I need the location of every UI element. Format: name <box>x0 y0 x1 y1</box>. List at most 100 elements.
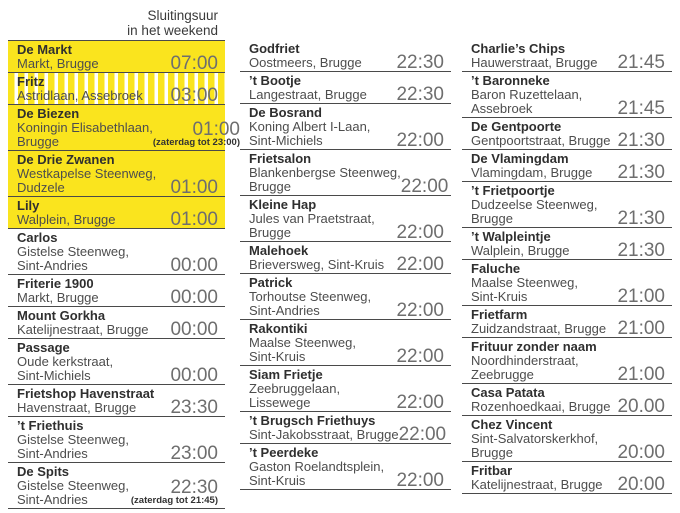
list-item: Faluche Maalse Steenweg, Sint-Kruis 21:00 <box>462 260 672 306</box>
list-item: De Spits Gistelse Steenweg, Sint-Andries … <box>8 463 225 509</box>
shop-address-line: Gistelse Steenweg, <box>17 477 130 493</box>
closing-time: 23:30 <box>170 396 218 418</box>
shop-address: Dudzeelse Steenweg, Brugge <box>471 197 597 226</box>
list-item-right: 22:00 <box>396 299 444 321</box>
closing-time: 22:00 <box>396 391 444 413</box>
saturday-note: (zaterdag tot 23:00) <box>152 136 240 148</box>
list-item-body: Gistelse Steenweg, Sint-Andries 23:00 <box>17 432 218 464</box>
shop-address-line: Brugge <box>471 210 513 226</box>
list-item-right: 22:00 <box>401 177 449 196</box>
shop-address-line: Sint-Michiels <box>17 367 91 383</box>
shop-name: ’t Walpleintje <box>471 228 551 244</box>
list-item-right: 03:00 <box>170 86 218 105</box>
list-item-body: Markt, Brugge 00:00 <box>17 288 218 307</box>
shop-name: ’t Frietpoortje <box>471 182 555 198</box>
closing-time: 01:00 <box>170 208 218 230</box>
shop-name: Rakontiki <box>249 320 308 336</box>
shop-address-line: Maalse Steenweg, <box>471 274 578 290</box>
list-item: Passage Oude kerkstraat, Sint-Michiels 00… <box>8 339 225 385</box>
shop-name: De Vlamingdam <box>471 150 569 166</box>
list-item: ’t Bootje Langestraat, Brugge 22:30 <box>240 72 451 104</box>
list-item: ’t Baronneke Baron Ruzettelaan, Assebroek… <box>462 72 672 118</box>
shop-name: ’t Brugsch Friethuys <box>249 412 376 428</box>
shop-address: Gistelse Steenweg, Sint-Andries <box>17 432 129 461</box>
list-item: De Vlamingdam Vlamingdam, Brugge 21:30 <box>462 150 672 182</box>
list-item-right: 01:00 <box>170 208 218 230</box>
entries-column-1: De Markt Markt, Brugge 07:00 Fritz Astri… <box>8 40 240 509</box>
list-item-right: 20.00 <box>617 395 665 417</box>
list-item-right: 22:00 <box>399 425 447 444</box>
list-item-body: Astridlaan, Assebroek 03:00 <box>17 86 218 105</box>
list-item-right: 00:00 <box>170 288 218 307</box>
shop-address: Koningin Elisabethlaan, Brugge <box>17 120 153 149</box>
shop-address-line: Sint-Kruis <box>471 288 528 304</box>
shop-address-line: Zuidzandstraat, Brugge <box>471 320 607 336</box>
closing-time: 20.00 <box>617 395 665 417</box>
closing-time: 22:00 <box>396 299 444 321</box>
list-item-right: 22:30 (zaterdag tot 21:45) <box>130 476 218 507</box>
list-item-body: Walplein, Brugge 01:00 <box>17 208 218 230</box>
list-item-right: 00:00 <box>170 256 218 275</box>
saturday-note: (zaterdag tot 21:45) <box>130 494 218 506</box>
closing-time: 21:30 <box>617 239 665 261</box>
shop-address-line: Sint-Michiels <box>249 132 323 148</box>
shop-address-line: Dudzele <box>17 179 65 195</box>
shop-address-line: Brugge <box>249 178 291 194</box>
shop-name: ’t Bootje <box>249 72 301 88</box>
column-1: Sluitingsuur in het weekend De Markt Mar… <box>8 0 240 509</box>
list-item-body: Gistelse Steenweg, Sint-Andries 00:00 <box>17 244 218 275</box>
shop-address: Markt, Brugge <box>17 289 99 305</box>
shop-address: Katelijnestraat, Brugge <box>471 477 603 492</box>
shop-address-line: Sint-Andries <box>17 491 88 507</box>
shop-name: De Biezen <box>17 105 80 121</box>
shop-address-line: Jules van Praetstraat, <box>249 210 375 226</box>
shop-address-line: Sint-Kruis <box>249 348 306 364</box>
list-item: Casa Patata Rozenhoedkaai, Brugge 20.00 <box>462 384 672 416</box>
shop-name: Carlos <box>17 229 58 245</box>
shop-address: Brieversweg, Sint-Kruis <box>249 257 384 272</box>
list-item-body: Maalse Steenweg, Sint-Kruis 22:00 <box>249 335 444 366</box>
shop-address-line: Markt, Brugge <box>17 289 99 305</box>
shop-address-line: Markt, Brugge <box>17 55 99 71</box>
shop-name: ’t Friethuis <box>17 417 84 433</box>
shop-address-line: Brugge <box>249 224 291 240</box>
shop-name: Mount Gorkha <box>17 307 106 323</box>
closing-time: 01:00 <box>170 176 218 198</box>
shop-name: Godfriet <box>249 40 300 56</box>
shop-address: Astridlaan, Assebroek <box>17 88 143 103</box>
closing-time: 23:00 <box>170 442 218 464</box>
closing-time: 21:45 <box>617 97 665 119</box>
list-item: Siam Frietje Zeebruggelaan, Lissewege 22:… <box>240 366 451 412</box>
shop-address-line: Sint-Andries <box>249 302 320 318</box>
shop-name: Casa Patata <box>471 384 545 400</box>
shop-address-line: Sint-Andries <box>17 445 88 461</box>
list-item: Carlos Gistelse Steenweg, Sint-Andries 00… <box>8 229 225 275</box>
closing-time: 22:30 <box>170 476 218 498</box>
shop-address-line: Sint-Andries <box>17 257 88 273</box>
list-item-body: Oostmeers, Brugge 22:30 <box>249 53 444 72</box>
shop-name: De Gentpoorte <box>471 118 562 134</box>
list-item: Godfriet Oostmeers, Brugge 22:30 <box>240 40 451 72</box>
list-item-body: Walplein, Brugge 21:30 <box>471 239 665 261</box>
shop-address-line: Lissewege <box>249 394 311 410</box>
shop-address: Gentpoortstraat, Brugge <box>471 133 610 148</box>
closing-time: 22:30 <box>396 83 444 105</box>
list-item-body: Gistelse Steenweg, Sint-Andries 22:30 (za… <box>17 476 218 507</box>
shop-address: Westkapelse Steenweg, Dudzele <box>17 166 156 195</box>
shop-address: Havenstraat, Brugge <box>17 400 136 415</box>
shop-name: Fritbar <box>471 462 513 478</box>
list-item: ’t Frietpoortje Dudzeelse Steenweg, Brugg… <box>462 182 672 228</box>
list-item-right: 22:00 <box>396 391 444 413</box>
list-item-right: 20:00 <box>617 475 665 494</box>
closing-time: 21:00 <box>617 317 665 339</box>
shop-address: Koning Albert I-Laan, Sint-Michiels <box>249 119 370 148</box>
shop-address-line: Rozenhoedkaai, Brugge <box>471 398 611 414</box>
shop-address-line: Katelijnestraat, Brugge <box>17 321 149 337</box>
shop-address: Gistelse Steenweg, Sint-Andries <box>17 477 130 507</box>
shop-address-line: Assebroek <box>471 100 533 116</box>
closing-time: 21:45 <box>617 51 665 73</box>
shop-name: ’t Baronneke <box>471 72 550 88</box>
list-item-right: 22:00 <box>396 471 444 490</box>
table-header: Sluitingsuur in het weekend <box>8 0 225 38</box>
closing-time: 22:00 <box>396 129 444 151</box>
